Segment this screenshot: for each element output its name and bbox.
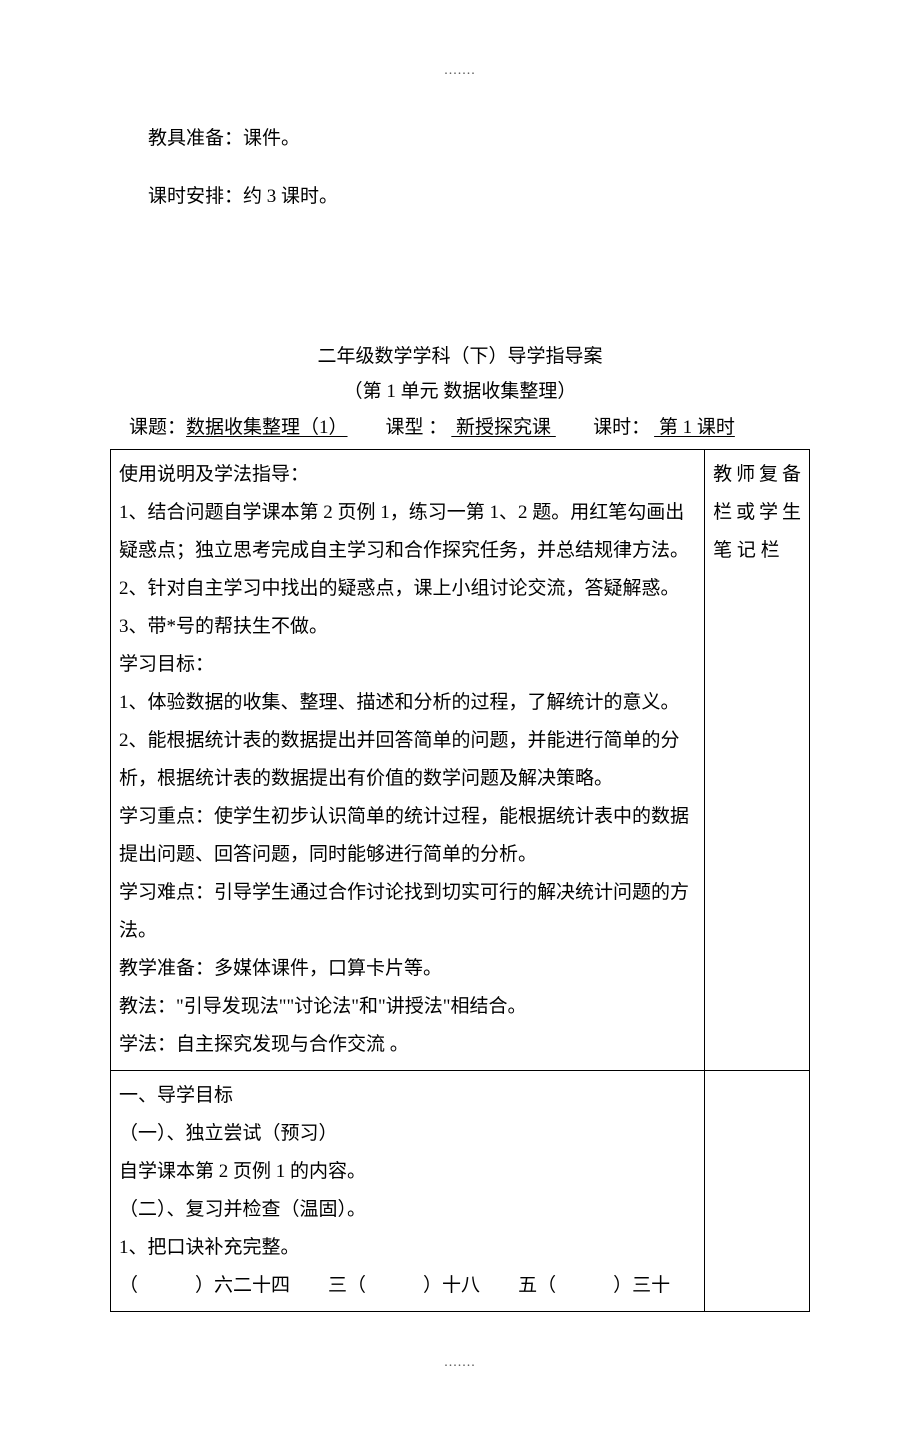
keypoint-text: 学习重点：使学生初步认识简单的统计过程，能根据统计表中的数据提出问题、回答问题，… (119, 798, 696, 874)
footer-dots: ....... (110, 1352, 810, 1373)
teach-method-text: 教法："引导发现法""讨论法"和"讲授法"相结合。 (119, 988, 696, 1026)
sub-1-heading: （一）、独立尝试（预习） (119, 1115, 696, 1153)
preparation-text: 教学准备：多媒体课件，口算卡片等。 (119, 950, 696, 988)
section-1-heading: 一、导学目标 (119, 1077, 696, 1115)
topic-label: 课题： (129, 417, 186, 438)
guide-subtitle: （第 1 单元 数据收集整理） (110, 378, 810, 407)
blank-3b: ）三十 (613, 1275, 670, 1296)
sub-2-heading: （二）、复习并检查（温固）。 (119, 1191, 696, 1229)
type-text: 新授探究课 (447, 417, 560, 438)
fill-blank-line: （ ）六二十四 三（ ）十八 五（ ）三十 (119, 1267, 696, 1305)
blank-1b: ）六二十四 (195, 1275, 290, 1296)
main-cell-2: 一、导学目标 （一）、独立尝试（预习） 自学课本第 2 页例 1 的内容。 （二… (111, 1070, 705, 1311)
usage-item-1: 1、结合问题自学课本第 2 页例 1，练习一第 1、2 题。用红笔勾画出疑惑点；… (119, 494, 696, 570)
period-text: 第 1 课时 (650, 417, 739, 438)
preview-text: 自学课本第 2 页例 1 的内容。 (119, 1153, 696, 1191)
vertical-spacer (110, 237, 810, 337)
goal-item-2: 2、能根据统计表的数据提出并回答简单的问题，并能进行简单的分析，根据统计表的数据… (119, 722, 696, 798)
type-label: 课型 ： (386, 417, 448, 438)
blank-2b: ）十八 (423, 1275, 480, 1296)
learn-method-text: 学法：自主探究发现与合作交流 。 (119, 1026, 696, 1064)
blank-2a: 三（ (328, 1275, 366, 1296)
header-dots: ....... (110, 60, 810, 81)
table-row: 使用说明及学法指导： 1、结合问题自学课本第 2 页例 1，练习一第 1、2 题… (111, 449, 810, 1070)
period-label: 课时： (593, 417, 650, 438)
usage-item-2: 2、针对自主学习中找出的疑惑点，课上小组讨论交流，答疑解惑。 (119, 570, 696, 608)
goal-heading: 学习目标： (119, 646, 696, 684)
difficulty-text: 学习难点：引导学生通过合作讨论找到切实可行的解决统计问题的方法。 (119, 874, 696, 950)
table-row: 一、导学目标 （一）、独立尝试（预习） 自学课本第 2 页例 1 的内容。 （二… (111, 1070, 810, 1311)
intro-line-1: 教具准备：课件。 (110, 121, 810, 157)
blank-3a: 五（ (518, 1275, 556, 1296)
side-note-cell: 教师复备栏或学生笔 记 栏 (705, 449, 810, 1070)
usage-heading: 使用说明及学法指导： (119, 456, 696, 494)
guide-title: 二年级数学学科（下）导学指导案 (110, 343, 810, 372)
intro-section: 教具准备：课件。 课时安排：约 3 课时。 (110, 121, 810, 215)
document-page: ....... 教具准备：课件。 课时安排：约 3 课时。 二年级数学学科（下）… (0, 0, 920, 1433)
main-cell-1: 使用说明及学法指导： 1、结合问题自学课本第 2 页例 1，练习一第 1、2 题… (111, 449, 705, 1070)
lesson-table: 使用说明及学法指导： 1、结合问题自学课本第 2 页例 1，练习一第 1、2 题… (110, 449, 810, 1312)
blank-1a: （ (119, 1275, 138, 1296)
goal-item-1: 1、体验数据的收集、整理、描述和分析的过程，了解统计的意义。 (119, 684, 696, 722)
usage-item-3: 3、带*号的帮扶生不做。 (119, 608, 696, 646)
side-note-cell-2 (705, 1070, 810, 1311)
review-item-1: 1、把口诀补充完整。 (119, 1229, 696, 1267)
intro-line-2: 课时安排：约 3 课时。 (110, 179, 810, 215)
topic-text: 数据收集整理（1） (186, 417, 348, 438)
topic-line: 课题：数据收集整理（1） 课型 ： 新授探究课 课时： 第 1 课时 (110, 414, 810, 443)
